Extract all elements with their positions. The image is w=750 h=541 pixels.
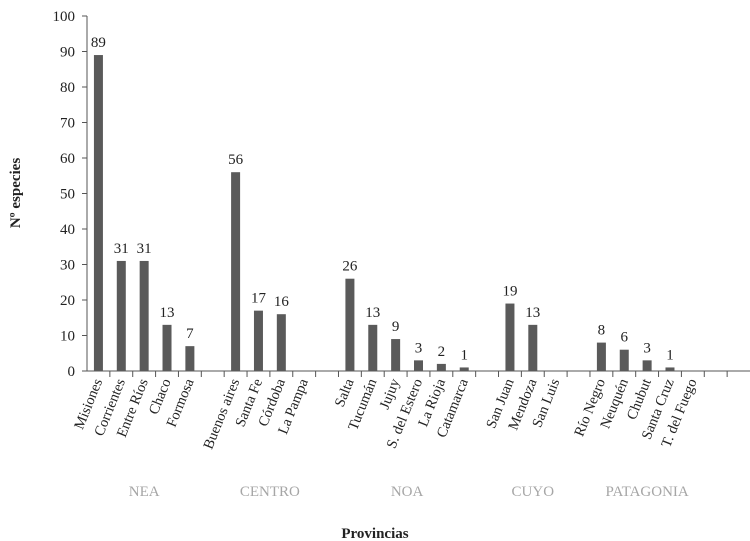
y-tick-label: 0 — [68, 364, 76, 380]
y-tick-label: 70 — [60, 116, 75, 132]
bar — [276, 314, 286, 371]
bar — [414, 360, 423, 371]
y-tick-label: 100 — [53, 9, 76, 25]
bar — [139, 260, 149, 371]
bar — [642, 360, 652, 371]
data-label: 17 — [251, 291, 267, 307]
data-label: 13 — [365, 305, 380, 321]
bar — [619, 349, 629, 371]
data-label: 2 — [438, 344, 446, 360]
y-axis-title: Nº especies — [8, 158, 24, 229]
data-label: 16 — [274, 294, 290, 310]
bar — [665, 367, 675, 371]
data-label: 1 — [666, 347, 674, 363]
data-label: 7 — [186, 326, 194, 342]
data-label: 8 — [598, 323, 606, 339]
data-label: 56 — [228, 152, 244, 168]
bar — [436, 363, 446, 371]
data-label: 89 — [91, 35, 106, 51]
bar — [528, 324, 538, 371]
data-label: 6 — [621, 330, 629, 346]
region-label: PATAGONIA — [605, 484, 688, 500]
y-tick-label: 20 — [60, 293, 75, 309]
y-axis-ticks: 0 10 20 30 40 50 60 70 80 90 100 — [53, 9, 728, 380]
bar — [162, 324, 172, 371]
bar — [345, 278, 355, 371]
data-label: 3 — [643, 340, 651, 356]
y-tick-label: 60 — [60, 151, 75, 167]
x-axis-title: Provincias — [341, 526, 408, 541]
y-tick-label: 90 — [60, 45, 75, 61]
y-tick-label: 80 — [60, 80, 75, 96]
bar — [185, 346, 195, 371]
bar — [459, 367, 469, 371]
data-label: 26 — [342, 259, 358, 275]
data-label: 13 — [525, 305, 540, 321]
data-label: 31 — [114, 241, 129, 257]
data-label: 1 — [460, 347, 468, 363]
y-tick-label: 40 — [60, 222, 75, 238]
data-label: 13 — [160, 305, 175, 321]
category-label: Río Negro — [571, 377, 609, 439]
region-label: NOA — [391, 484, 424, 500]
y-tick-label: 30 — [60, 258, 75, 274]
data-label: 9 — [392, 319, 400, 335]
bar — [391, 339, 401, 371]
bar — [93, 55, 103, 372]
region-label: CENTRO — [240, 484, 300, 500]
data-label: 31 — [137, 241, 152, 257]
region-labels: NEA CENTRO NOA CUYO PATAGONIA — [129, 484, 689, 500]
bar — [253, 310, 263, 371]
bar — [116, 260, 126, 371]
bar — [505, 303, 515, 371]
y-tick-label: 50 — [60, 187, 75, 203]
data-label: 3 — [415, 340, 423, 356]
bar — [596, 342, 606, 371]
region-label: CUYO — [512, 484, 555, 500]
bar — [231, 172, 241, 371]
y-tick-label: 10 — [60, 329, 75, 345]
bar — [368, 324, 378, 371]
bars — [93, 55, 675, 372]
data-label: 19 — [502, 284, 517, 300]
region-label: NEA — [129, 484, 160, 500]
